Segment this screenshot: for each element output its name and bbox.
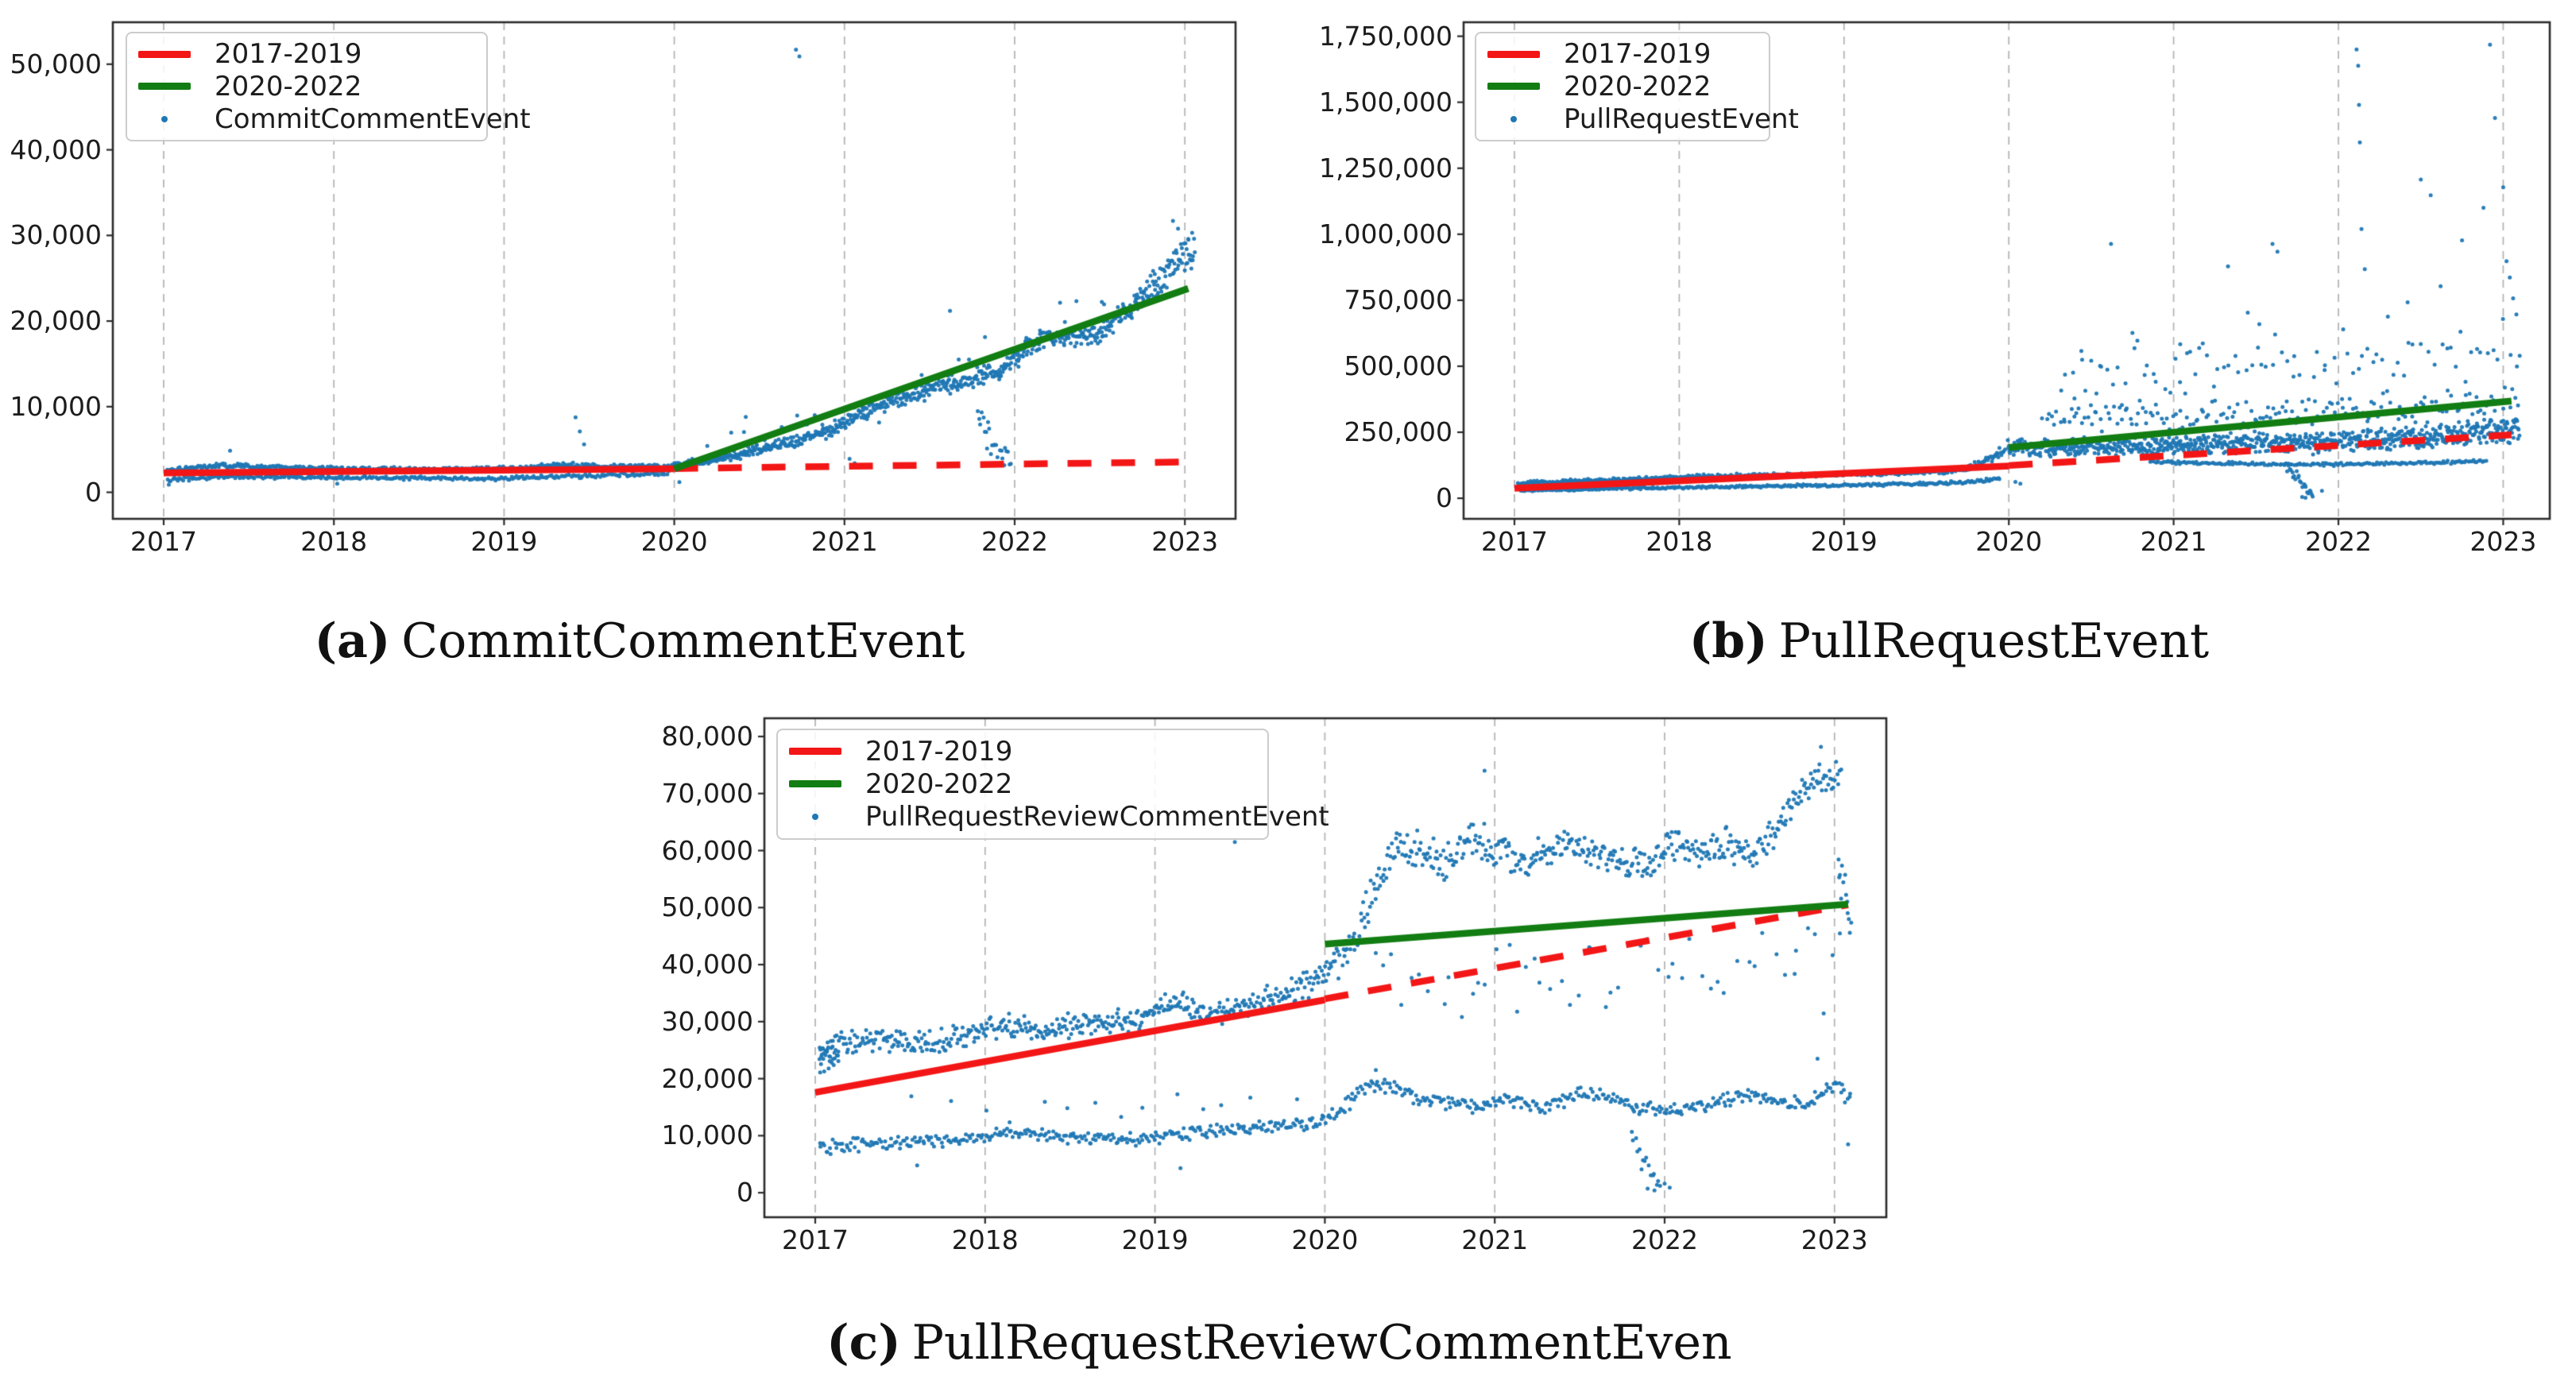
- x-tick-label: 2022: [981, 526, 1048, 557]
- legend-item: PullRequestReviewCommentEvent: [789, 801, 1329, 833]
- legend-item: PullRequestEvent: [1487, 103, 1799, 135]
- y-tick-label: 50,000: [10, 48, 102, 79]
- legend-item: 2020-2022: [1487, 71, 1761, 102]
- y-tick-label: 0: [1436, 482, 1452, 514]
- x-tick-label: 2022: [1631, 1224, 1698, 1255]
- x-tick-label: 2018: [1646, 526, 1713, 557]
- legend-commit-comment: 2017-2019 2020-2022 CommitCommentEvent: [126, 32, 531, 141]
- legend-pull-request: 2017-2019 2020-2022 PullRequestEvent: [1475, 32, 1799, 141]
- red-line-swatch: [789, 748, 851, 756]
- x-tick-label: 2020: [640, 526, 708, 557]
- red-line-swatch: [1487, 50, 1549, 58]
- legend-label: 2020-2022: [865, 768, 1013, 800]
- y-tick-label: 50,000: [661, 891, 753, 923]
- green-line-swatch: [138, 83, 200, 91]
- x-tick-label: 2019: [1810, 526, 1878, 557]
- legend-label: PullRequestEvent: [1564, 102, 1799, 135]
- legend-item: CommitCommentEvent: [138, 103, 531, 135]
- y-tick-label: 1,500,000: [1319, 86, 1452, 118]
- x-tick-label: 2023: [2470, 526, 2537, 557]
- caption-letter: (a): [314, 613, 391, 669]
- legend-label: 2017-2019: [865, 735, 1013, 768]
- caption-text: PullRequestEvent: [1778, 613, 2210, 669]
- y-tick-label: 20,000: [661, 1062, 753, 1094]
- y-tick-label: 30,000: [10, 219, 102, 251]
- caption-text: CommitCommentEvent: [401, 613, 965, 669]
- y-tick-label: 20,000: [10, 305, 102, 337]
- y-tick-label: 1,250,000: [1319, 152, 1452, 184]
- y-tick-label: 70,000: [661, 777, 753, 809]
- scatter-dot-swatch: [789, 814, 851, 821]
- x-tick-label: 2021: [1461, 1224, 1529, 1255]
- y-tick-label: 80,000: [661, 720, 753, 752]
- x-tick-label: 2021: [2140, 526, 2207, 557]
- legend-item: 2017-2019: [138, 38, 478, 70]
- legend-item: 2020-2022: [138, 71, 478, 102]
- green-line-swatch: [1487, 83, 1549, 91]
- y-tick-label: 0: [737, 1177, 753, 1208]
- caption-letter: (c): [826, 1315, 901, 1371]
- x-tick-label: 2019: [470, 526, 538, 557]
- legend-item: 2017-2019: [789, 736, 1259, 768]
- y-tick-label: 60,000: [661, 834, 753, 866]
- red-line-swatch: [138, 50, 200, 58]
- y-tick-label: 0: [85, 476, 102, 508]
- x-tick-label: 2017: [130, 526, 197, 557]
- x-tick-label: 2022: [2305, 526, 2372, 557]
- y-tick-label: 250,000: [1344, 416, 1452, 447]
- legend-pr-review-comment: 2017-2019 2020-2022 PullRequestReviewCom…: [776, 729, 1329, 840]
- y-tick-label: 40,000: [661, 949, 753, 980]
- x-tick-label: 2017: [1481, 526, 1548, 557]
- scatter-dot-swatch: [138, 115, 200, 122]
- y-tick-label: 40,000: [10, 133, 102, 165]
- y-tick-label: 10,000: [10, 390, 102, 422]
- y-tick-label: 500,000: [1344, 350, 1452, 381]
- green-line-swatch: [789, 780, 851, 788]
- caption-letter: (b): [1688, 613, 1768, 669]
- legend-label: 2017-2019: [215, 38, 362, 71]
- y-tick-label: 750,000: [1344, 284, 1452, 315]
- legend-label: 2017-2019: [1564, 38, 1712, 71]
- scatter-dot-swatch: [1487, 115, 1549, 122]
- y-tick-label: 1,750,000: [1319, 20, 1452, 52]
- legend-item: 2017-2019: [1487, 38, 1761, 70]
- legend-item: 2020-2022: [789, 768, 1259, 800]
- legend-label: PullRequestReviewCommentEvent: [865, 801, 1329, 833]
- x-tick-label: 2019: [1121, 1224, 1189, 1255]
- legend-label: 2020-2022: [1564, 70, 1712, 102]
- x-tick-label: 2017: [782, 1224, 849, 1255]
- legend-label: CommitCommentEvent: [215, 102, 531, 135]
- y-tick-label: 10,000: [661, 1120, 753, 1151]
- subfigure-caption-c: (c) PullRequestReviewCommentEven: [826, 1315, 1731, 1371]
- y-tick-label: 30,000: [661, 1005, 753, 1037]
- subfigure-caption-b: (b) PullRequestEvent: [1689, 613, 2209, 669]
- x-tick-label: 2020: [1291, 1224, 1359, 1255]
- x-tick-label: 2020: [1975, 526, 2043, 557]
- x-tick-label: 2023: [1151, 526, 1219, 557]
- legend-label: 2020-2022: [215, 70, 362, 102]
- caption-text: PullRequestReviewCommentEven: [911, 1315, 1732, 1371]
- x-tick-label: 2021: [810, 526, 878, 557]
- x-tick-label: 2018: [300, 526, 368, 557]
- subfigure-caption-a: (a) CommitCommentEvent: [315, 613, 965, 669]
- x-tick-label: 2018: [951, 1224, 1019, 1255]
- x-tick-label: 2023: [1800, 1224, 1868, 1255]
- y-tick-label: 1,000,000: [1319, 218, 1452, 249]
